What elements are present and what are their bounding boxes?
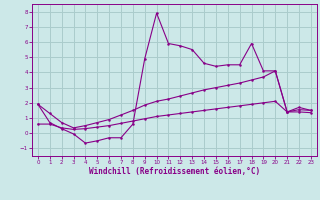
X-axis label: Windchill (Refroidissement éolien,°C): Windchill (Refroidissement éolien,°C) [89,167,260,176]
